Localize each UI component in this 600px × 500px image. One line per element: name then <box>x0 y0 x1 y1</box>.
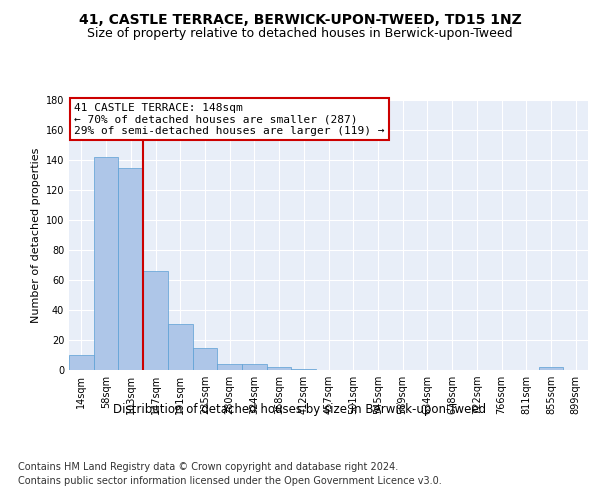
Bar <box>539 367 563 370</box>
Bar <box>242 364 267 370</box>
Y-axis label: Number of detached properties: Number of detached properties <box>31 148 41 322</box>
Bar <box>193 348 217 370</box>
Bar <box>292 368 316 370</box>
Bar <box>69 355 94 370</box>
Text: Distribution of detached houses by size in Berwick-upon-Tweed: Distribution of detached houses by size … <box>113 402 487 415</box>
Bar <box>217 364 242 370</box>
Text: Size of property relative to detached houses in Berwick-upon-Tweed: Size of property relative to detached ho… <box>87 28 513 40</box>
Text: Contains public sector information licensed under the Open Government Licence v3: Contains public sector information licen… <box>18 476 442 486</box>
Bar <box>118 168 143 370</box>
Text: 41 CASTLE TERRACE: 148sqm
← 70% of detached houses are smaller (287)
29% of semi: 41 CASTLE TERRACE: 148sqm ← 70% of detac… <box>74 102 385 136</box>
Bar <box>94 157 118 370</box>
Bar <box>168 324 193 370</box>
Text: Contains HM Land Registry data © Crown copyright and database right 2024.: Contains HM Land Registry data © Crown c… <box>18 462 398 472</box>
Text: 41, CASTLE TERRACE, BERWICK-UPON-TWEED, TD15 1NZ: 41, CASTLE TERRACE, BERWICK-UPON-TWEED, … <box>79 12 521 26</box>
Bar <box>267 367 292 370</box>
Bar <box>143 271 168 370</box>
